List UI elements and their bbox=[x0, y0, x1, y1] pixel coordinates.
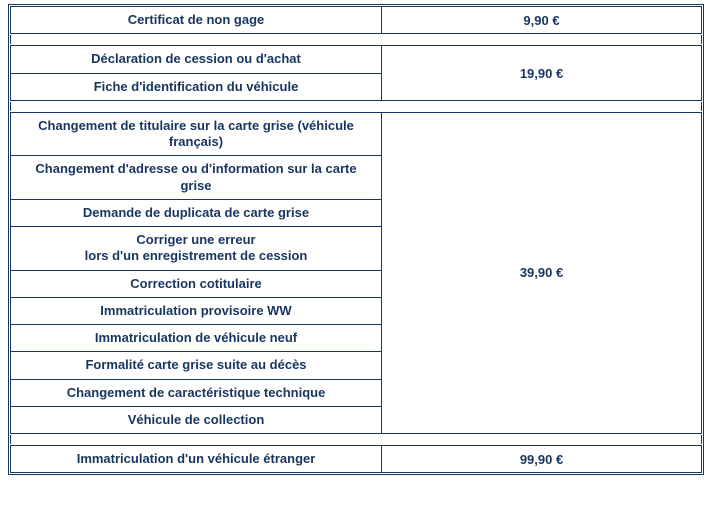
pricing-table: Certificat de non gage 9,90 € Déclaratio… bbox=[8, 4, 704, 475]
price-value: 99,90 € bbox=[520, 452, 563, 467]
group-gap bbox=[10, 435, 702, 444]
service-cell: Véhicule de collection bbox=[11, 407, 381, 433]
service-list: Certificat de non gage bbox=[11, 7, 381, 33]
service-list: Changement de titulaire sur la carte gri… bbox=[11, 113, 381, 433]
pricing-table-page: Certificat de non gage 9,90 € Déclaratio… bbox=[0, 0, 712, 518]
price-value: 39,90 € bbox=[520, 265, 563, 280]
service-list: Déclaration de cession ou d'achat Fiche … bbox=[11, 46, 381, 100]
price-group: Changement de titulaire sur la carte gri… bbox=[10, 112, 702, 434]
group-gap bbox=[10, 102, 702, 111]
price-cell: 99,90 € bbox=[381, 446, 701, 472]
price-cell: 19,90 € bbox=[381, 46, 701, 100]
service-cell: Changement de caractéristique technique bbox=[11, 380, 381, 407]
service-cell: Changement d'adresse ou d'information su… bbox=[11, 156, 381, 200]
group-gap bbox=[10, 35, 702, 44]
service-cell: Immatriculation provisoire WW bbox=[11, 298, 381, 325]
service-cell: Fiche d'identification du véhicule bbox=[11, 74, 381, 100]
price-cell: 9,90 € bbox=[381, 7, 701, 33]
price-cell: 39,90 € bbox=[381, 113, 701, 433]
service-cell: Formalité carte grise suite au décès bbox=[11, 352, 381, 379]
price-group: Certificat de non gage 9,90 € bbox=[10, 6, 702, 34]
service-cell: Changement de titulaire sur la carte gri… bbox=[11, 113, 381, 157]
price-group: Déclaration de cession ou d'achat Fiche … bbox=[10, 45, 702, 101]
service-cell: Certificat de non gage bbox=[11, 7, 381, 33]
service-cell: Corriger une erreurlors d'un enregistrem… bbox=[11, 227, 381, 271]
service-cell: Correction cotitulaire bbox=[11, 271, 381, 298]
service-cell: Immatriculation de véhicule neuf bbox=[11, 325, 381, 352]
service-cell: Immatriculation d'un véhicule étranger bbox=[11, 446, 381, 472]
price-group: Immatriculation d'un véhicule étranger 9… bbox=[10, 445, 702, 473]
service-cell: Déclaration de cession ou d'achat bbox=[11, 46, 381, 73]
service-list: Immatriculation d'un véhicule étranger bbox=[11, 446, 381, 472]
price-value: 9,90 € bbox=[523, 13, 559, 28]
price-value: 19,90 € bbox=[520, 66, 563, 81]
service-cell: Demande de duplicata de carte grise bbox=[11, 200, 381, 227]
